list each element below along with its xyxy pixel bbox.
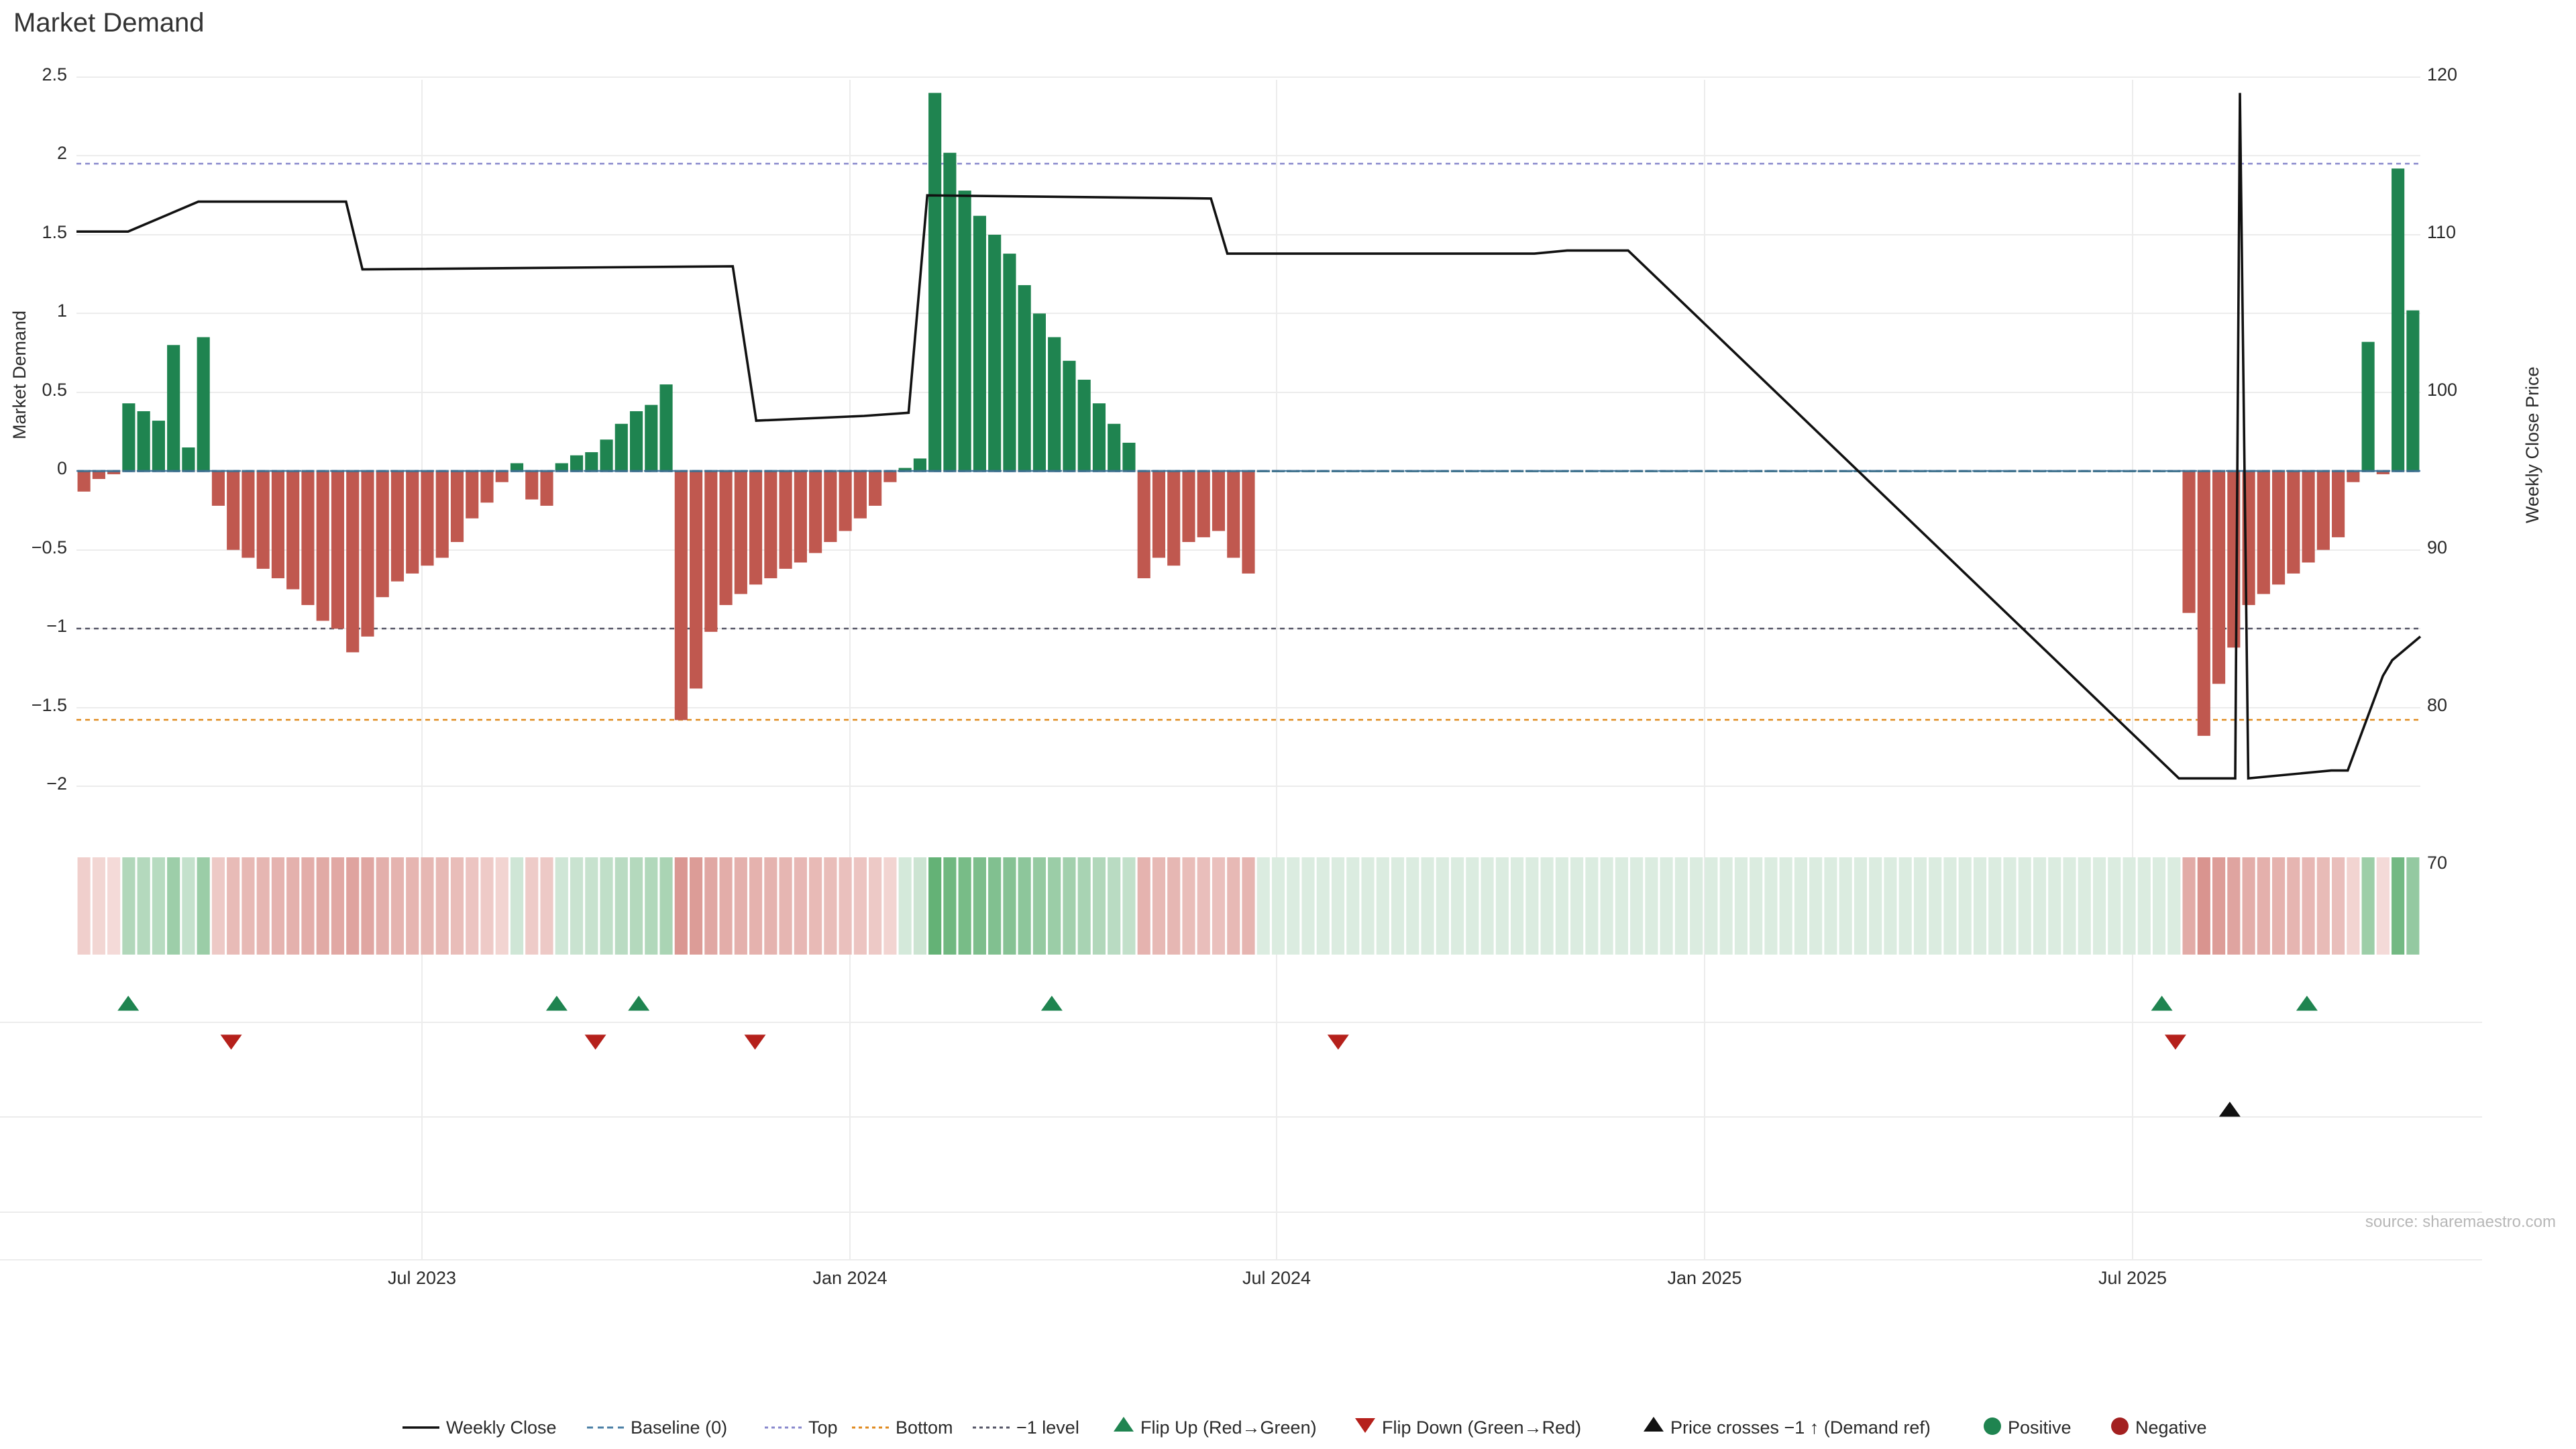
svg-text:Top: Top [808,1417,838,1438]
svg-text:Negative: Negative [2135,1417,2207,1438]
svg-text:Bottom: Bottom [896,1417,953,1438]
svg-text:Positive: Positive [2008,1417,2072,1438]
svg-text:Weekly Close: Weekly Close [446,1417,557,1438]
svg-text:Flip Up (Red→Green): Flip Up (Red→Green) [1140,1417,1317,1438]
svg-text:Flip Down (Green→Red): Flip Down (Green→Red) [1382,1417,1581,1438]
svg-text:Price crosses −1 ↑ (Demand ref: Price crosses −1 ↑ (Demand ref) [1670,1417,1931,1438]
svg-text:Baseline (0): Baseline (0) [631,1417,727,1438]
svg-text:−1 level: −1 level [1016,1417,1079,1438]
